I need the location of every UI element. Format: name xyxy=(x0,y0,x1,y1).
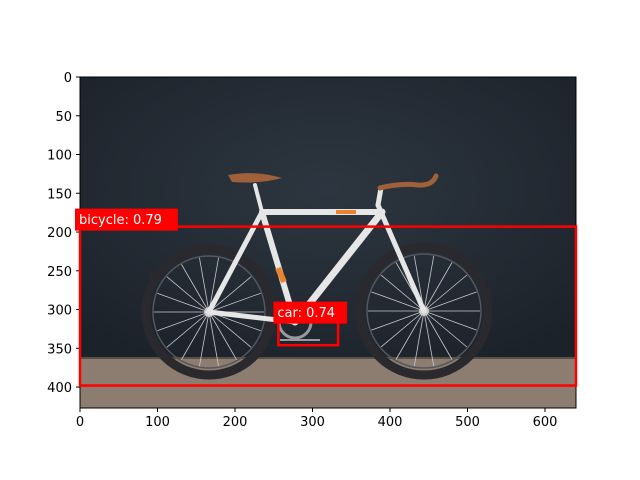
detection-overlays: bicycle: 0.79 car: 0.74 xyxy=(75,208,578,387)
y-tick-label: 200 xyxy=(47,226,72,241)
x-tick-label: 600 xyxy=(533,415,558,430)
bicycle-label: bicycle: 0.79 xyxy=(79,213,162,228)
x-tick-label: 0 xyxy=(76,415,84,430)
ground xyxy=(80,357,576,408)
car-label-background xyxy=(273,301,348,324)
y-tick-label: 400 xyxy=(47,381,72,396)
y-tick-label: 250 xyxy=(47,265,72,280)
x-tick-label: 500 xyxy=(455,415,480,430)
x-tick-label: 400 xyxy=(378,415,403,430)
x-tick-label: 100 xyxy=(145,415,170,430)
car-label: car: 0.74 xyxy=(277,306,335,321)
y-tick-label: 0 xyxy=(64,71,72,86)
x-axis: 0 100 200 300 400 500 600 xyxy=(76,408,558,430)
photo xyxy=(80,77,576,408)
bicycle-bounding-box xyxy=(78,225,578,387)
y-tick-label: 50 xyxy=(55,110,72,125)
y-axis: 0 50 100 150 200 250 300 350 400 xyxy=(47,71,80,396)
y-tick-label: 150 xyxy=(47,187,72,202)
bicycle-label-background xyxy=(75,208,178,231)
handlebar xyxy=(377,173,439,191)
y-tick-label: 300 xyxy=(47,304,72,319)
x-tick-label: 200 xyxy=(223,415,248,430)
saddle xyxy=(228,173,282,183)
y-tick-label: 350 xyxy=(47,342,72,357)
front-wheel xyxy=(355,242,493,380)
y-tick-label: 100 xyxy=(47,149,72,164)
x-tick-label: 300 xyxy=(300,415,325,430)
rear-wheel xyxy=(141,244,277,380)
